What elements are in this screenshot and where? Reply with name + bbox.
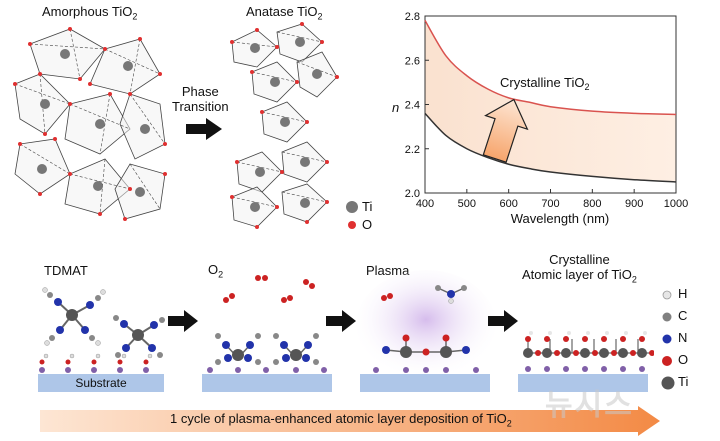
cycle-label: 1 cycle of plasma-enhanced atomic layer … <box>170 411 512 429</box>
y-tick-label: 2.0 <box>405 188 420 200</box>
x-tick-label: 1000 <box>664 198 688 210</box>
legend-o: O <box>678 352 689 367</box>
h-atom-icon <box>662 290 672 300</box>
tdmat-molecule <box>113 315 165 358</box>
o-atom <box>630 350 636 356</box>
phase-transition-label: Phase Transition <box>172 84 229 114</box>
x-tick-label: 600 <box>499 198 517 210</box>
surface-atom <box>620 366 626 372</box>
increase-arrow-icon <box>482 98 529 163</box>
substrate <box>202 374 332 392</box>
substrate <box>360 374 490 392</box>
o-atom <box>582 336 588 342</box>
amorphous-tio2-label: Amorphous TiO2 <box>42 4 138 22</box>
x-tick-label: 500 <box>458 198 476 210</box>
x-tick-label: 400 <box>416 198 434 210</box>
x-axis-label: Wavelength (nm) <box>511 211 610 226</box>
substrate-label: Substrate <box>75 376 127 390</box>
o-atom <box>611 350 617 356</box>
refractive-index-band <box>425 20 676 182</box>
h-atom <box>548 331 552 335</box>
o-atom <box>535 350 541 356</box>
h-atom <box>643 331 647 335</box>
h-atom <box>605 331 609 335</box>
legend-ti: Ti <box>678 374 689 389</box>
plasma-label: Plasma <box>366 263 410 278</box>
ti-atom <box>561 348 571 358</box>
y-tick-label: 2.8 <box>405 11 420 23</box>
y-axis-label: n <box>392 100 399 115</box>
o-atom <box>525 336 531 342</box>
o-atom <box>563 336 569 342</box>
ti-legend-icon <box>346 201 358 213</box>
amorphous-structure <box>13 27 167 221</box>
step-arrow-icon <box>326 310 356 332</box>
legend-c: C <box>678 308 688 323</box>
ti-atom-icon <box>661 376 675 390</box>
surface-atom <box>639 366 645 372</box>
x-tick-label: 700 <box>541 198 559 210</box>
ti-atom <box>523 348 533 358</box>
o-atom <box>592 350 598 356</box>
o-atom <box>649 350 654 356</box>
surface-atom <box>544 366 550 372</box>
crystalline-layer-label: Crystalline Atomic layer of TiO2 <box>522 252 637 285</box>
ti-atom <box>637 348 647 358</box>
h-atom <box>624 331 628 335</box>
surface-atom <box>563 366 569 372</box>
o-atom <box>639 336 645 342</box>
cycle-arrow <box>40 406 660 436</box>
watermark: 뉴시스 <box>545 389 634 422</box>
o2-label: O2 <box>208 262 224 280</box>
refractive-index-chart: 2.0 2.2 2.4 2.6 2.8 400 500 600 700 800 900 1000 C… <box>392 11 688 226</box>
o-atom <box>601 336 607 342</box>
amorphous-series-line <box>424 112 677 183</box>
ti-atom <box>618 348 628 358</box>
ti-atom <box>599 348 609 358</box>
o2-molecules <box>223 275 315 303</box>
annotation-crystalline: Crystalline TiO2 <box>500 75 590 92</box>
h-atom <box>529 331 533 335</box>
o-atom <box>554 350 560 356</box>
tdmat-label: TDMAT <box>44 263 88 278</box>
stage-plasma <box>356 270 496 392</box>
legend-h: H <box>678 286 688 301</box>
x-tick-label: 900 <box>625 198 643 210</box>
o-atom <box>573 350 579 356</box>
stage-crystalline-layer <box>518 331 654 392</box>
surface-atom <box>601 366 607 372</box>
phase-transition-arrow-icon <box>186 118 222 140</box>
step-arrow-icon <box>168 310 198 332</box>
h-atom <box>586 331 590 335</box>
atom-legend: H C N O Ti <box>660 286 710 396</box>
surface-atom <box>582 366 588 372</box>
y-tick-label: 2.6 <box>405 55 420 67</box>
o-legend-label: O <box>362 217 373 232</box>
o-atom <box>544 336 550 342</box>
substrate <box>38 374 164 392</box>
legend-n: N <box>678 330 688 345</box>
ti-atom <box>542 348 552 358</box>
c-atom-icon <box>662 312 672 322</box>
plasma-glow <box>356 270 496 380</box>
crystalline-series-line <box>424 20 677 116</box>
stage-o2 <box>202 275 332 392</box>
step-arrow-icon <box>488 310 518 332</box>
substrate <box>518 374 648 392</box>
n-atom-icon <box>662 334 672 344</box>
o-legend-icon <box>348 221 356 229</box>
y-tick-label: 2.4 <box>405 100 420 112</box>
surface-atom <box>525 366 531 372</box>
tdmat-molecule <box>42 287 106 346</box>
h-atom <box>567 331 571 335</box>
anatase-tio2-label: Anatase TiO2 <box>246 4 323 22</box>
x-tick-label: 800 <box>583 198 601 210</box>
y-tick-label: 2.2 <box>405 144 420 156</box>
o-atom-icon <box>662 356 672 366</box>
ti-atom <box>580 348 590 358</box>
ti-legend-label: Ti <box>362 199 373 214</box>
anatase-structure <box>230 22 339 229</box>
o-atom <box>620 336 626 342</box>
stage-tdmat: Substrate <box>38 287 165 392</box>
